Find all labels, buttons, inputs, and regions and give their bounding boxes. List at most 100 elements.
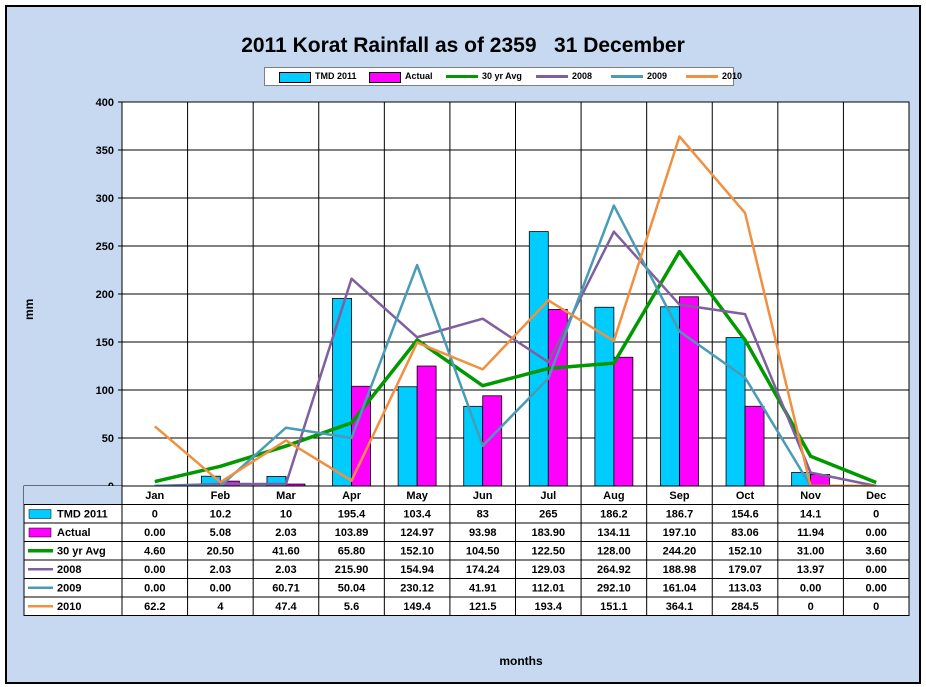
y-tick-label: 50 <box>102 433 114 445</box>
y-tick-label: 300 <box>96 193 114 205</box>
table-cell: 186.2 <box>600 509 628 521</box>
table-cell: 41.91 <box>469 583 497 595</box>
legend-label: 2008 <box>572 71 593 81</box>
table-cell: 5.08 <box>210 527 231 539</box>
bar-actual <box>613 356 634 487</box>
y-tick-label: 150 <box>96 337 114 349</box>
legend-label: Actual <box>405 71 433 81</box>
table-cell: 265 <box>539 509 557 521</box>
category-label: Apr <box>342 490 362 502</box>
table-cell: 134.11 <box>597 527 630 539</box>
table-cell: 65.80 <box>338 546 366 558</box>
table-cell: 31.00 <box>797 546 825 558</box>
line-30-yr-avg <box>154 249 877 485</box>
legend-key <box>686 75 718 78</box>
bar-tmd-2011 <box>397 386 418 487</box>
category-label: Nov <box>800 490 822 502</box>
table-cell: 10 <box>280 509 292 521</box>
table-cell: 0.00 <box>865 564 886 576</box>
category-label: May <box>406 490 428 502</box>
bar-actual <box>482 395 503 487</box>
table-cell: 0 <box>808 601 814 613</box>
table-cell: 0.00 <box>144 564 165 576</box>
line-2010 <box>153 135 877 488</box>
y-axis-label: mm <box>22 298 36 320</box>
table-series-name: TMD 2011 <box>57 509 108 521</box>
bar-actual <box>416 365 437 487</box>
legend-key <box>536 75 568 78</box>
table-cell: 11.94 <box>797 527 825 539</box>
table-cell: 60.71 <box>272 583 300 595</box>
table-cell: 215.90 <box>335 564 369 576</box>
table-cell: 5.6 <box>344 601 359 613</box>
table-cell: 3.60 <box>865 546 886 558</box>
table-cell: 112.01 <box>532 583 565 595</box>
table-cell: 151.1 <box>600 601 628 613</box>
bar-tmd-2011 <box>725 337 746 487</box>
category-label: Dec <box>866 490 886 502</box>
data-table-corner <box>24 486 122 505</box>
table-series-name: 2010 <box>57 601 81 613</box>
category-label: Jan <box>145 490 164 502</box>
table-cell: 113.03 <box>729 583 762 595</box>
table-cell: 103.4 <box>403 509 431 521</box>
table-series-name: 2008 <box>57 564 81 576</box>
bar-actual <box>679 296 699 487</box>
table-cell: 2.03 <box>210 564 231 576</box>
table-cell: 83 <box>477 509 489 521</box>
table-cell: 0.00 <box>210 583 231 595</box>
table-cell: 154.6 <box>731 509 759 521</box>
legend-key <box>279 72 311 83</box>
table-cell: 174.24 <box>466 564 501 576</box>
table-cell: 14.1 <box>800 509 821 521</box>
table-cell: 2.03 <box>275 527 296 539</box>
table-cell: 364.1 <box>666 601 694 613</box>
table-cell: 292.10 <box>597 583 631 595</box>
table-cell: 152.10 <box>728 546 762 558</box>
table-cell: 103.89 <box>335 527 369 539</box>
table-cell: 230.12 <box>400 583 434 595</box>
table-key-swatch <box>28 527 52 538</box>
table-cell: 2.03 <box>275 564 296 576</box>
legend-label: 30 yr Avg <box>482 71 522 81</box>
table-cell: 0 <box>873 601 879 613</box>
table-cell: 0 <box>873 509 879 521</box>
chart-title: 2011 Korat Rainfall as of 2359 31 Decemb… <box>241 34 685 57</box>
table-cell: 4.60 <box>144 546 165 558</box>
table-cell: 0.00 <box>144 583 165 595</box>
table-cell: 152.10 <box>400 546 434 558</box>
table-series-name: 30 yr Avg <box>57 546 106 558</box>
table-cell: 10.2 <box>210 509 231 521</box>
y-tick-label: 100 <box>96 385 114 397</box>
table-cell: 104.50 <box>466 546 500 558</box>
x-axis-label: months <box>499 654 543 668</box>
y-tick-label: 250 <box>96 241 114 253</box>
table-cell: 284.5 <box>731 601 759 613</box>
bar-tmd-2011 <box>660 306 680 487</box>
table-cell: 193.4 <box>535 601 563 613</box>
table-cell: 0.00 <box>144 527 165 539</box>
table-cell: 0 <box>152 509 158 521</box>
table-cell: 154.94 <box>400 564 435 576</box>
legend-key <box>446 75 478 78</box>
legend-label: TMD 2011 <box>315 71 357 81</box>
bar-actual <box>744 405 765 487</box>
category-label: Oct <box>736 490 755 502</box>
table-cell: 83.06 <box>731 527 759 539</box>
y-tick-label: 400 <box>96 97 114 109</box>
table-cell: 47.4 <box>275 601 297 613</box>
table-cell: 13.97 <box>797 564 825 576</box>
table-cell: 0.00 <box>800 583 821 595</box>
legend-label: 2010 <box>722 71 743 81</box>
table-cell: 188.98 <box>663 564 697 576</box>
table-series-name: Actual <box>57 527 91 539</box>
table-cell: 128.00 <box>597 546 631 558</box>
table-cell: 50.04 <box>338 583 366 595</box>
table-cell: 186.7 <box>666 509 694 521</box>
category-label: Jul <box>540 490 556 502</box>
table-cell: 122.50 <box>531 546 565 558</box>
line-2008 <box>154 230 877 488</box>
y-tick-label: 350 <box>96 145 114 157</box>
table-cell: 244.20 <box>663 546 697 558</box>
